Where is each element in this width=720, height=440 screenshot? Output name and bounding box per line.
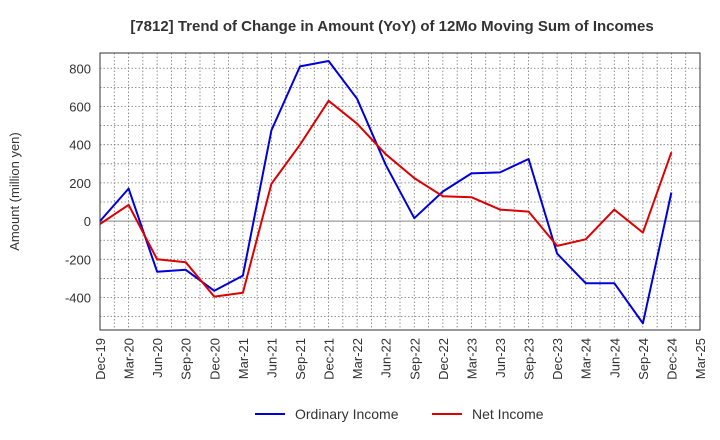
x-tick-label: Jun-24 [607, 338, 622, 378]
y-tick-label: 200 [69, 176, 91, 191]
x-tick-label: Dec-23 [550, 338, 565, 380]
x-tick-label: Dec-20 [207, 338, 222, 380]
series-line-ordinary-income [99, 60, 673, 325]
x-tick-label: Mar-21 [236, 338, 251, 379]
x-tick-label: Dec-24 [664, 338, 679, 380]
x-tick-label: Dec-22 [436, 338, 451, 380]
y-tick-labels: -400 -200 0 200 400 600 800 [65, 61, 91, 305]
x-tick-label: Jun-20 [150, 338, 165, 378]
x-tick-label: Sep-22 [407, 338, 422, 380]
y-tick-label: -200 [65, 252, 91, 267]
x-tick-label: Mar-22 [350, 338, 365, 379]
y-tick-label: 800 [69, 61, 91, 76]
x-tick-label: Dec-19 [93, 338, 108, 380]
x-tick-label: Mar-20 [122, 338, 137, 379]
chart-title: [7812] Trend of Change in Amount (YoY) o… [130, 18, 653, 35]
x-tick-label: Mar-23 [464, 338, 479, 379]
y-axis-label: Amount (million yen) [7, 132, 22, 251]
y-tick-label: 600 [69, 99, 91, 114]
x-tick-label: Mar-25 [693, 338, 708, 379]
legend: Ordinary Income Net Income [255, 406, 544, 422]
x-tick-label: Jun-23 [493, 338, 508, 378]
x-tick-label: Jun-22 [379, 338, 394, 378]
x-tick-label: Sep-20 [179, 338, 194, 380]
plot-frame [99, 52, 701, 331]
legend-label: Net Income [472, 406, 544, 422]
x-tick-label: Sep-21 [293, 338, 308, 380]
x-tick-label: Sep-24 [636, 338, 651, 380]
x-tick-labels: Dec-19 Mar-20 Jun-20 Sep-20 Dec-20 Mar-21 Jun-… [93, 338, 708, 380]
x-tick-label: Sep-23 [522, 338, 537, 380]
series-line-net-income [99, 99, 673, 298]
y-tick-label: 400 [69, 138, 91, 153]
legend-label: Ordinary Income [295, 406, 399, 422]
x-tick-label: Jun-21 [264, 338, 279, 378]
x-tick-label: Mar-24 [579, 338, 594, 379]
y-tick-label: 0 [84, 214, 91, 229]
series-layer [99, 60, 673, 325]
plot-border [99, 52, 701, 331]
y-tick-label: -400 [65, 291, 91, 306]
x-tick-label: Dec-21 [322, 338, 337, 380]
